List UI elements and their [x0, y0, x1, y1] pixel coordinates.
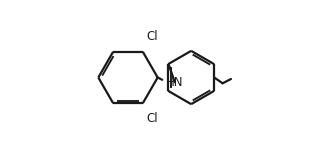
- Text: Cl: Cl: [146, 30, 157, 43]
- Text: Cl: Cl: [146, 112, 157, 125]
- Text: HN: HN: [166, 76, 184, 89]
